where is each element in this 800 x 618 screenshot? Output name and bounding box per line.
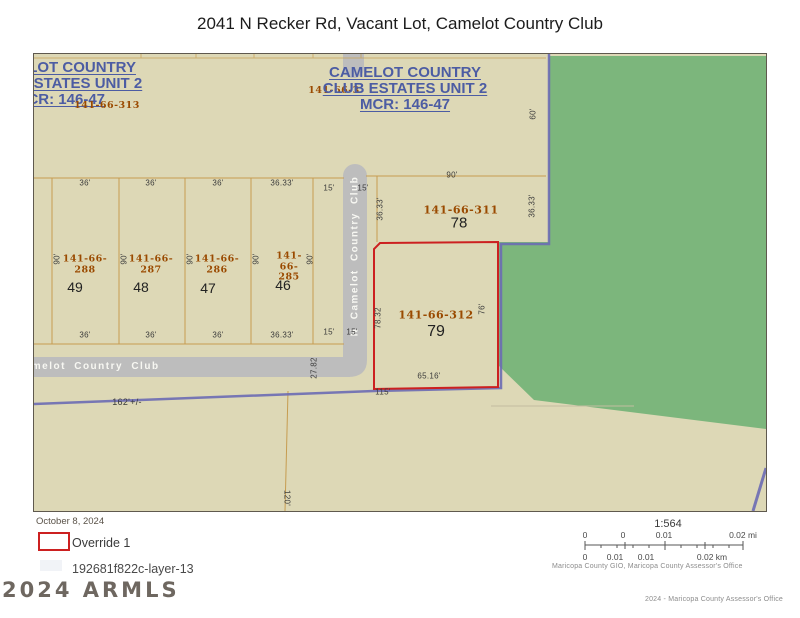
lot-number-46: 46 bbox=[275, 277, 291, 293]
dim-p78-top: 90' bbox=[446, 170, 458, 180]
subdivision-center-line2: CLUB ESTATES UNIT 2 bbox=[322, 80, 488, 97]
dim-half-street-se: 15' bbox=[346, 327, 358, 337]
scale-km-001b: 0.01 bbox=[637, 552, 655, 562]
dim-p79-bottom: 65.16' bbox=[417, 371, 441, 381]
scale-mi-0a: 0 bbox=[582, 530, 588, 540]
override-label: Override 1 bbox=[72, 536, 131, 550]
override-swatch bbox=[38, 532, 70, 551]
dim-road-curve: 27.82 bbox=[309, 357, 319, 379]
lot-number-49: 49 bbox=[67, 279, 83, 295]
apn-label-fragment: 141-66-3 bbox=[308, 84, 360, 96]
street-label-n-camelot: N Camelot Country Club bbox=[349, 175, 361, 337]
scale-bar: 1:564 0 0 0.01 0.02 mi 0 0.01 0.01 0.02 … bbox=[540, 510, 800, 610]
apn-label-288: 141-66-288 bbox=[62, 253, 108, 275]
lot-number-47: 47 bbox=[200, 280, 216, 296]
lot-number-79: 79 bbox=[427, 323, 445, 340]
scale-mi-001: 0.01 bbox=[655, 530, 673, 540]
dim-lot49-depth: 90' bbox=[52, 253, 62, 265]
map-date: October 8, 2024 bbox=[36, 516, 105, 527]
dim-lot46-top: 36.33' bbox=[270, 178, 294, 188]
dim-p79-south: 115' bbox=[375, 387, 391, 397]
dim-p79-right: 76' bbox=[477, 303, 487, 315]
layer-id-label: 192681f822c-layer-13 bbox=[72, 562, 194, 576]
dim-lot47-bottom: 36' bbox=[212, 330, 224, 340]
dim-ne-edge: 60' bbox=[528, 108, 538, 120]
dim-south-line: 120' bbox=[282, 489, 292, 507]
armls-watermark: 2024 ARMLS bbox=[2, 578, 180, 602]
road-stub-north bbox=[343, 54, 364, 78]
dim-lot46-depth: 90' bbox=[251, 253, 261, 265]
scale-mi-002: 0.02 mi bbox=[729, 530, 757, 540]
apn-label-287: 141-66-287 bbox=[128, 253, 174, 275]
dim-lot48-bottom: 36' bbox=[145, 330, 157, 340]
scale-km-002: 0.02 km bbox=[696, 552, 728, 562]
copyright-line: 2024 - Maricopa County Assessor's Office bbox=[645, 596, 783, 603]
lot-number-78: 78 bbox=[450, 214, 468, 232]
subdivision-left-line1: CAMELOT COUNTRY bbox=[34, 59, 136, 76]
dim-p79-left: 78.32 bbox=[373, 307, 383, 329]
dim-lot46-bottom: 36.33' bbox=[270, 330, 294, 340]
scale-credit: Maricopa County GIO, Maricopa County Ass… bbox=[552, 563, 743, 570]
scale-mi-0b: 0 bbox=[620, 530, 626, 540]
open-space-area bbox=[498, 56, 766, 429]
dim-frontage: 162'+/- bbox=[112, 397, 142, 407]
subdivision-left-line2: CLUB ESTATES UNIT 2 bbox=[33, 75, 143, 92]
apn-label-285: 141-66-285 bbox=[276, 250, 302, 283]
dim-half-street-sw: 15' bbox=[323, 327, 335, 337]
street-label-camelot: Camelot Country Club bbox=[34, 361, 160, 372]
dim-half-street-ne: 15' bbox=[357, 183, 369, 193]
override-parcel-outline bbox=[373, 240, 499, 391]
boundary-line-se bbox=[751, 467, 766, 511]
dim-lot48-top: 36' bbox=[145, 178, 157, 188]
road-shapes bbox=[34, 54, 367, 377]
map-canvas: CAMELOT COUNTRY CLUB ESTATES UNIT 2 MCR:… bbox=[33, 53, 767, 512]
dim-half-street-nw: 15' bbox=[323, 183, 335, 193]
dim-lot49-top: 36' bbox=[79, 178, 91, 188]
apn-label-312: 141-66-312 bbox=[398, 308, 474, 322]
dim-lot47-depth: 90' bbox=[185, 253, 195, 265]
subdivision-center-line1: CAMELOT COUNTRY bbox=[329, 64, 481, 81]
apn-label-311: 141-66-311 bbox=[423, 203, 499, 217]
dim-lot48-depth: 90' bbox=[119, 253, 129, 265]
map-graphics bbox=[34, 54, 766, 511]
dim-lot46-depth-e: 90' bbox=[305, 253, 315, 265]
subdivision-boundary-line bbox=[34, 54, 551, 406]
scale-ruler bbox=[584, 541, 744, 550]
dim-lot47-top: 36' bbox=[212, 178, 224, 188]
page-title: 2041 N Recker Rd, Vacant Lot, Camelot Co… bbox=[197, 14, 603, 33]
north-lot-tick-lines bbox=[34, 54, 546, 59]
layer-swatch bbox=[40, 560, 62, 571]
subdivision-left-line3: MCR: 146-47 bbox=[34, 91, 106, 108]
subdivision-title-center: CAMELOT COUNTRY CLUB ESTATES UNIT 2 MCR:… bbox=[295, 65, 515, 113]
legend: October 8, 2024 Override 1 192681f822c-l… bbox=[36, 514, 296, 584]
scale-km-0: 0 bbox=[582, 552, 588, 562]
scale-km-001a: 0.01 bbox=[606, 552, 624, 562]
lot-boundary-lines bbox=[34, 175, 546, 511]
subdivision-center-line3: MCR: 146-47 bbox=[359, 96, 451, 113]
dim-p78-right: 36.33' bbox=[527, 194, 537, 218]
apn-label-286: 141-66-286 bbox=[194, 253, 240, 275]
dim-p78-left: 36.33' bbox=[375, 197, 385, 221]
subdivision-title-left: CAMELOT COUNTRY CLUB ESTATES UNIT 2 MCR:… bbox=[33, 59, 170, 108]
road-n-camelot bbox=[343, 164, 367, 370]
apn-label-313: 141-66-313 bbox=[74, 99, 140, 111]
dim-lot49-bottom: 36' bbox=[79, 330, 91, 340]
scale-ratio: 1:564 bbox=[654, 518, 682, 530]
road-camelot bbox=[34, 357, 350, 377]
lot-number-48: 48 bbox=[133, 279, 149, 295]
